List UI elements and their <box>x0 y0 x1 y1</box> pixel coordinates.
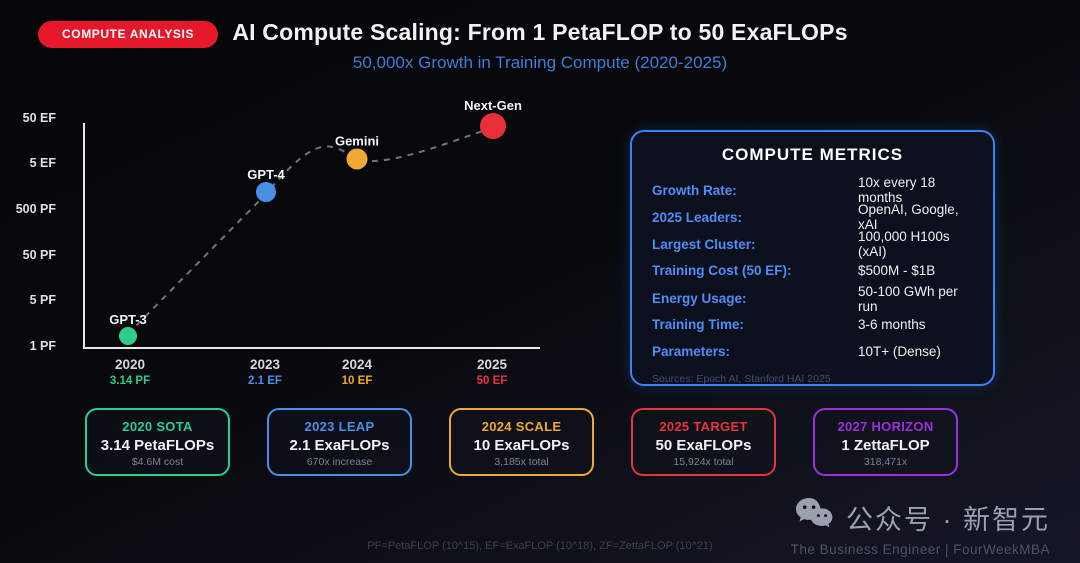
card-value: 3.14 PetaFLOPs <box>100 437 215 454</box>
card-subtext: $4.6M cost <box>131 456 184 468</box>
x-axis-tick-value: 50 EF <box>477 375 508 387</box>
metric-label: Largest Cluster: <box>652 236 756 252</box>
y-axis-tick: 1 PF <box>30 339 57 353</box>
data-point-gemini <box>346 148 368 170</box>
unit-legend-note: PF=PetaFLOP (10^15), EF=ExaFLOP (10^18),… <box>367 540 713 552</box>
metric-label: 2025 Leaders: <box>652 209 743 225</box>
metric-value: 3-6 months <box>858 317 926 333</box>
card-title: 2020 SOTA <box>122 419 193 434</box>
metric-row: Energy Usage: 50-100 GWh per run <box>652 283 973 314</box>
y-axis-tick: 50 PF <box>23 248 57 262</box>
chart-axes <box>83 123 540 349</box>
metric-label: Training Cost (50 EF): <box>652 262 792 278</box>
x-axis-tick-value: 3.14 PF <box>110 375 150 387</box>
card-title: 2027 HORIZON <box>837 419 934 434</box>
metric-label: Parameters: <box>652 344 731 360</box>
metric-row: Largest Cluster: 100,000 H100s (xAI) <box>652 229 973 260</box>
card-title: 2024 SCALE <box>481 419 562 434</box>
y-axis-tick: 500 PF <box>16 202 57 216</box>
watermark-attribution: The Business Engineer | FourWeekMBA <box>790 542 1050 557</box>
metric-label: Energy Usage: <box>652 291 747 307</box>
watermark-account-name: 公众号 · 新智元 <box>846 505 1050 535</box>
card-title: 2025 TARGET <box>659 419 748 434</box>
metrics-rows: Growth Rate: 10x every 18 months 2025 Lead… <box>652 175 973 365</box>
y-axis-tick: 5 EF <box>30 156 57 170</box>
x-axis-tick-year: 2025 <box>477 357 508 372</box>
page-title: AI Compute Scaling: From 1 PetaFLOP to 5… <box>232 19 848 45</box>
x-axis-tick-value: 10 EF <box>342 375 373 387</box>
metric-row: Parameters: 10T+ (Dense) <box>652 338 973 365</box>
data-point-label: Gemini <box>335 134 379 149</box>
metric-value: 10x every 18 months <box>858 175 936 205</box>
milestone-card: 2023 LEAP 2.1 ExaFLOPs 670x increase <box>267 408 412 476</box>
card-value: 10 ExaFLOPs <box>473 437 570 454</box>
data-point-label: GPT-3 <box>109 312 147 327</box>
milestone-card: 2027 HORIZON 1 ZettaFLOP 318,471x <box>813 408 958 476</box>
milestone-cards-row: 2020 SOTA 3.14 PetaFLOPs $4.6M cost 2023 LE… <box>85 408 958 476</box>
data-point-label: GPT-4 <box>247 167 285 182</box>
metrics-source-note: Sources: Epoch AI, Stanford HAI 2025 <box>652 373 831 386</box>
milestone-card: 2020 SOTA 3.14 PetaFLOPs $4.6M cost <box>85 408 230 476</box>
data-point-label: Next-Gen <box>464 98 522 113</box>
metric-row: Training Cost (50 EF): $500M - $1B <box>652 257 973 284</box>
metric-value: 100,000 H100s (xAI) <box>858 229 950 260</box>
x-axis-tick-year: 2020 <box>115 357 145 372</box>
metric-value: OpenAI, Google, xAI <box>858 202 959 233</box>
y-axis-tick: 5 PF <box>30 293 57 307</box>
card-value: 50 ExaFLOPs <box>655 437 752 454</box>
card-value: 1 ZettaFLOP <box>841 437 930 454</box>
trend-line <box>127 127 492 335</box>
page-subtitle: 50,000x Growth in Training Compute (2020… <box>352 53 728 72</box>
card-subtext: 670x increase <box>306 456 373 468</box>
card-title: 2023 LEAP <box>304 419 375 434</box>
metric-row: Training Time: 3-6 months <box>652 311 973 338</box>
metric-value: 10T+ (Dense) <box>858 344 941 360</box>
milestone-card: 2025 TARGET 50 ExaFLOPs 15,924x total <box>631 408 776 476</box>
card-subtext: 15,924x total <box>673 456 734 468</box>
metric-value: 50-100 GWh per run <box>858 283 958 314</box>
metric-label: Training Time: <box>652 317 745 333</box>
data-point-gpt-4 <box>256 182 276 202</box>
metric-row: Growth Rate: 10x every 18 months <box>652 175 973 205</box>
compute-metrics-panel: COMPUTE METRICS Growth Rate: 10x every 18… <box>630 130 995 386</box>
data-point-gpt-3 <box>119 327 137 345</box>
wechat-icon <box>795 496 837 539</box>
card-subtext: 3,185x total <box>494 456 549 468</box>
card-value: 2.1 ExaFLOPs <box>289 437 390 454</box>
compute-scaling-chart: 50 EF 5 EF 500 PF 50 PF 5 PF 1 PF GPT-3 GPT-4 Ge… <box>16 98 540 387</box>
milestone-card: 2024 SCALE 10 ExaFLOPs 3,185x total <box>449 408 594 476</box>
watermark: 公众号 · 新智元 The Business Engineer | FourWe… <box>791 496 1050 557</box>
metric-row: 2025 Leaders: OpenAI, Google, xAI <box>652 202 973 233</box>
metric-value: $500M - $1B <box>858 262 936 278</box>
metrics-panel-title: COMPUTE METRICS <box>721 145 904 164</box>
data-point-next-gen <box>480 113 506 139</box>
y-axis-tick: 50 EF <box>23 111 57 125</box>
x-axis-tick-value: 2.1 EF <box>248 375 282 387</box>
x-axis-tick-year: 2023 <box>250 357 281 372</box>
metric-label: Growth Rate: <box>652 182 737 198</box>
x-axis-tick-year: 2024 <box>342 357 373 372</box>
card-subtext: 318,471x <box>863 456 908 468</box>
compute-analysis-badge: COMPUTE ANALYSIS <box>38 21 219 48</box>
